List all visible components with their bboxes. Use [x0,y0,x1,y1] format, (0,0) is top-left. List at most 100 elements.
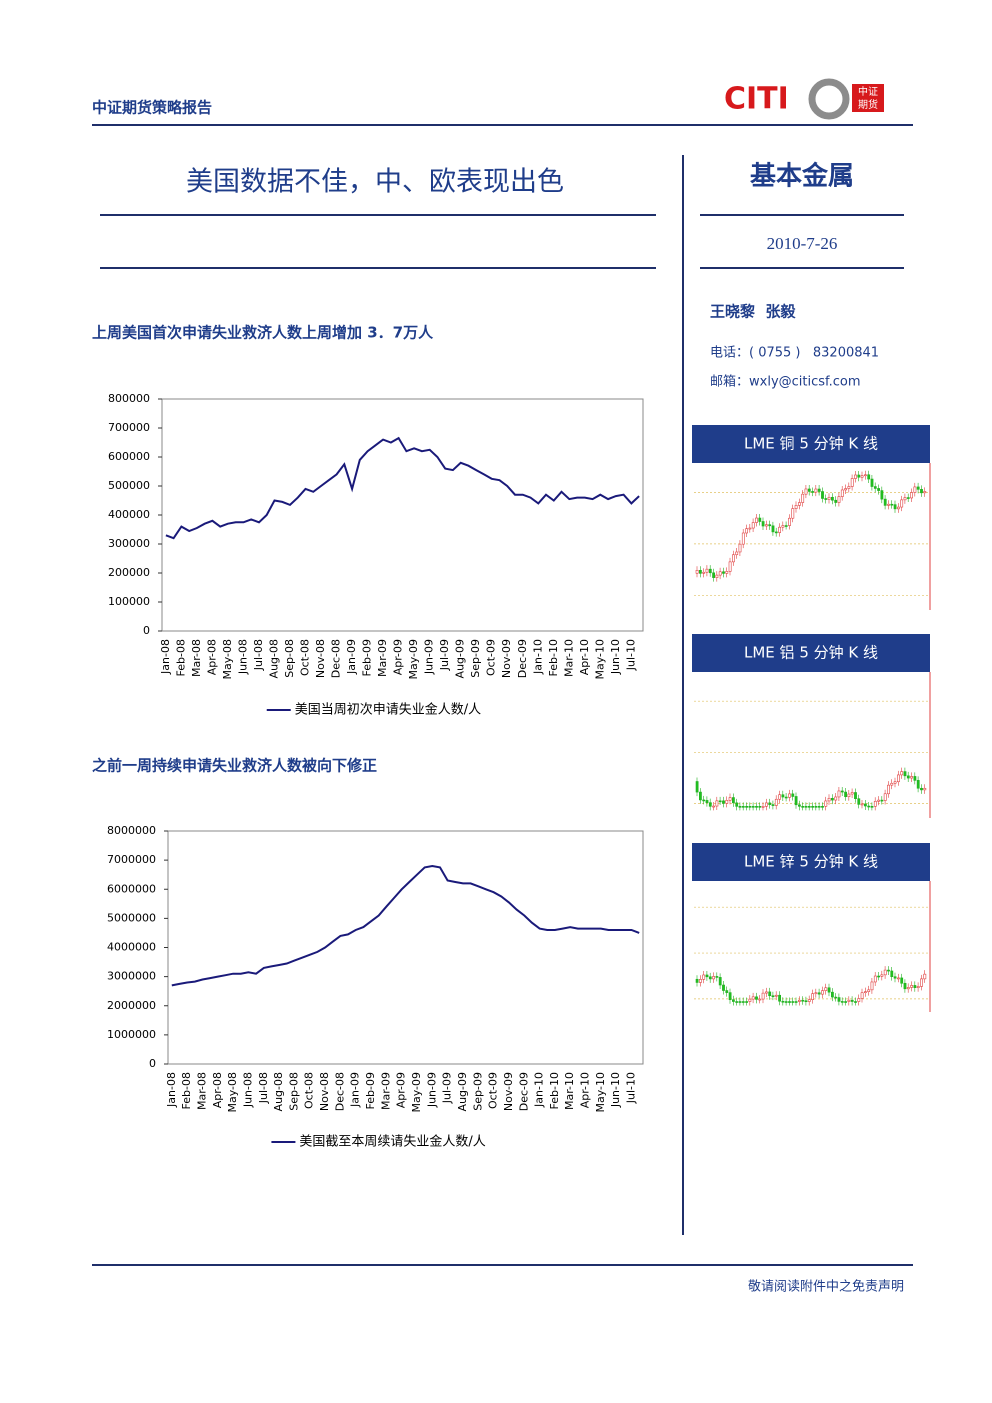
kline-candle [718,977,722,986]
x-tick-label: Dec-08 [333,1072,346,1111]
x-tick-label: Mar-08 [195,1072,208,1110]
kline-candle [764,524,768,527]
kline-candle [923,787,927,791]
kline-candle [715,800,719,807]
x-tick-label: May-09 [410,1072,423,1113]
kline-candle [920,787,923,791]
y-tick-label: 8000000 [107,824,156,837]
kline-candle [900,977,904,984]
kline-candle [771,995,775,998]
kline-candle [804,1000,808,1003]
kline-candle [903,982,907,990]
kline-candle [761,992,765,1000]
x-tick-label: Sep-08 [287,1072,300,1111]
kline-candle [771,525,775,533]
kline-candle [847,793,851,798]
kline-candle [771,804,775,806]
x-tick-label: Oct-08 [303,1072,316,1109]
kline-candle [880,490,884,500]
kline-candle [900,771,904,776]
kline-candle [784,525,788,527]
kline-candle [873,975,877,983]
kline-candle [896,506,900,510]
kline-candle [715,574,719,578]
x-tick-label: Jan-08 [165,1072,178,1108]
kline-candle [784,796,788,799]
kline-candle [887,503,890,506]
kline-candle [913,985,917,989]
kline-candle [811,491,815,493]
kline-candle [788,517,791,526]
kline-candle [893,781,897,784]
kline-candle [761,806,765,808]
kline-candle [827,797,831,802]
kline-candle [748,998,752,1002]
kline-candle [758,517,762,522]
kline-candle [755,996,758,1000]
kline-candle [698,979,702,983]
kline-candle [920,489,923,494]
kline-candle [695,978,699,983]
kline-candle [814,488,818,493]
kline-candle [834,996,838,999]
kline-candle [788,793,791,798]
kline-candle [814,806,818,808]
kline-candle [920,978,923,987]
kline-candle [702,571,706,574]
kline-candle [722,984,725,991]
kline-candle [774,994,778,997]
x-tick-label: Jul-09 [441,1072,454,1104]
x-tick-label: Nov-08 [318,1072,331,1111]
x-tick-label: May-08 [226,1072,239,1113]
x-tick-label: Nov-09 [502,1072,515,1111]
x-tick-label: Sep-09 [469,639,482,678]
kline-candle [834,499,838,503]
kline-candle [811,806,815,808]
kline-candle [817,488,821,492]
kline-candle [873,486,877,489]
kline-candle [755,517,758,523]
x-tick-label: Apr-10 [579,1072,592,1108]
x-tick-label: May-10 [593,639,606,680]
y-tick-label: 6000000 [107,882,156,895]
kline-candle [735,1001,739,1003]
kline-candle [738,543,742,553]
x-tick-label: Sep-08 [283,639,296,678]
kline-candle [811,993,815,1000]
date: 2010-7-26 [767,234,838,253]
kline-candle [725,990,729,993]
kline-candle [890,970,894,977]
kline-candle [870,806,874,808]
kline-candle [781,525,785,528]
y-tick-label: 1000000 [107,1028,156,1041]
kline-candle [896,977,900,980]
x-tick-label: Feb-08 [174,639,187,676]
kline-candle [906,497,910,499]
kline-candle [712,805,716,808]
kline-candle [758,806,762,808]
kline-candle [698,570,702,574]
kline-candle [731,554,735,563]
kline-candle [840,489,844,497]
kline-candle [761,521,765,527]
kline-candle [887,969,890,972]
kline-candle [867,474,871,480]
footer-text: 敬请阅读附件中之免责声明 [748,1279,904,1295]
x-tick-label: Mar-08 [190,639,203,677]
x-tick-label: Jan-09 [345,639,358,675]
kline-candle [708,568,712,574]
kline-candle [807,488,811,492]
kline-candle [830,496,834,501]
kline-candle [916,986,920,989]
kline-candle [768,802,772,805]
x-tick-label: Apr-08 [205,639,218,675]
kline-candle [906,775,910,779]
logo-mark-bottom: 期货 [858,98,878,111]
kline-candle [817,806,821,808]
kline-candle [745,806,749,808]
kline-candle [857,798,861,805]
y-tick-label: 300000 [108,537,150,550]
kline-candle [887,784,890,795]
kline-candle [712,572,716,578]
